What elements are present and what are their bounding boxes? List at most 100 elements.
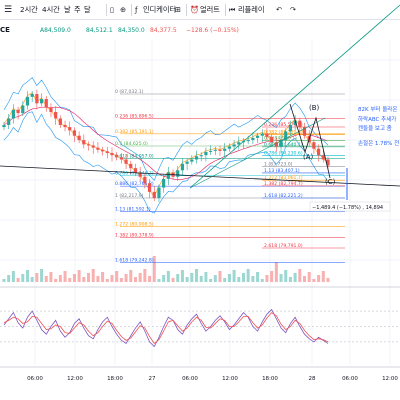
volume-bar	[148, 276, 152, 282]
fib-level-label: 0.236 (85,896.5)	[115, 114, 154, 120]
fib-level-label: 1.618 (79,242.8)	[115, 257, 154, 263]
oscillator-line	[3, 312, 329, 345]
candle-body	[321, 155, 325, 160]
timeframe-4h-button[interactable]: 4시간	[42, 5, 60, 14]
candle-body	[82, 140, 86, 145]
volume-bar	[162, 275, 166, 282]
volume-bar	[171, 278, 175, 282]
timeframe-day-button[interactable]: 날	[64, 5, 71, 14]
candle-body	[213, 149, 217, 151]
redo-arrow-icon[interactable]: ↷	[290, 5, 297, 14]
chart-type-icon[interactable]: ▯	[110, 5, 114, 14]
candle-body	[284, 131, 288, 141]
candle-body	[44, 99, 48, 108]
volume-bar	[138, 273, 142, 282]
volume-bar	[7, 275, 11, 282]
candle-body	[77, 135, 81, 141]
note-text: 캔들을 보고 좀	[358, 124, 392, 132]
plus-circle-icon[interactable]: ⊕	[120, 5, 127, 14]
candle-body	[190, 159, 194, 162]
candle-body	[110, 153, 114, 156]
candle-body	[152, 191, 156, 199]
volume-bar	[68, 278, 72, 282]
fib-level-label: 0.618 (84,057.0)	[115, 153, 154, 159]
menu-icon[interactable]: ☰	[4, 5, 13, 15]
wave-labels: (B) (A) (C)	[303, 104, 336, 186]
fib-extension-label: 0.5 (84,930.1)	[264, 136, 297, 142]
candle-body	[72, 130, 77, 136]
volume-bar	[312, 279, 316, 282]
wave-label-b: (B)	[309, 104, 320, 112]
candle-body	[63, 124, 67, 128]
alert-button[interactable]: 얼러트	[200, 5, 220, 14]
volume-bar	[143, 269, 147, 282]
measure-tool[interactable]: −1,489.4 (−1.78%) , 14,894	[309, 168, 391, 212]
trend-line[interactable]	[189, 117, 326, 189]
time-axis-label: 06:00	[182, 376, 198, 382]
candle-body	[124, 159, 128, 164]
fib-level-label: 0.5 (84,625.0)	[115, 141, 148, 147]
candle-body	[218, 149, 222, 151]
abc-wave-path[interactable]	[289, 103, 331, 179]
volume-bar	[101, 272, 105, 282]
fib-extension-label: 1.272 (83,061.7)	[264, 175, 303, 181]
timeframe-month-button[interactable]: 달	[84, 5, 91, 14]
volume-bar	[218, 271, 222, 282]
volume-bar	[21, 274, 25, 282]
trend-line[interactable]	[0, 165, 400, 187]
change-value: −128.6 (−0.15%)	[186, 27, 239, 34]
fib-extension-label: 0.618 (84,640.1)	[264, 142, 303, 148]
price-candles	[2, 89, 330, 203]
candle-body	[7, 118, 11, 125]
candle-body	[194, 156, 199, 160]
note-text: 82K 부터 올라온	[358, 105, 397, 113]
candle-body	[115, 155, 119, 158]
replay-button[interactable]: 리플레이	[238, 5, 265, 14]
candle-body	[138, 172, 142, 177]
undo-arrow-icon[interactable]: ↶	[276, 5, 283, 14]
toolbar-divider	[186, 4, 187, 16]
time-axis-label: 12:00	[222, 376, 238, 382]
wave-label-c: (C)	[325, 178, 336, 186]
trend-line[interactable]	[189, 4, 400, 189]
candle-body	[279, 140, 283, 147]
close-value: 84,377.5	[150, 27, 177, 34]
candle-body	[91, 145, 95, 148]
candle-body	[54, 111, 58, 119]
volume-bar	[16, 278, 20, 282]
candle-body	[232, 144, 236, 147]
volume-bar	[270, 271, 274, 282]
volume-bar	[110, 275, 114, 282]
volume-bar	[232, 270, 236, 282]
volume-bar	[288, 277, 292, 282]
alarm-clock-icon: ⏰	[190, 5, 199, 14]
candle-body	[180, 163, 185, 171]
volume-bar	[157, 279, 161, 282]
open-value: A84,509.0	[40, 27, 71, 34]
timeframe-week-button[interactable]: 주	[74, 5, 81, 14]
fib-extension-label: 2.618 (79,791.0)	[264, 243, 303, 249]
measure-box	[309, 201, 391, 212]
time-axis-label: 27	[149, 376, 156, 382]
candle-body	[86, 144, 91, 146]
timeframe-2h-button[interactable]: 2시간	[20, 5, 38, 14]
layout-icon[interactable]: ⊞	[175, 5, 182, 14]
fib-extension-label: 1.382 (82,794.7)	[264, 181, 303, 187]
wave-label-a: (A)	[303, 153, 314, 161]
fib-level-label: 0.886 (82,766.8)	[115, 181, 154, 187]
candle-body	[129, 163, 133, 169]
fib-level-label: 1.272 (80,908.5)	[115, 221, 154, 227]
volume-bar	[265, 275, 269, 282]
candle-body	[317, 148, 321, 156]
volume-bar	[77, 270, 81, 282]
candle-body	[133, 168, 138, 173]
low-value: 84,350.0	[118, 27, 145, 34]
lower-band	[3, 111, 329, 214]
candle-body	[58, 118, 62, 125]
volume-bar	[91, 269, 95, 282]
volume-bar	[129, 270, 133, 282]
toolbar-divider	[131, 4, 132, 16]
fib-extension-label: 0.236 (85,579.9)	[264, 122, 303, 128]
indicators-button[interactable]: 인디케이터	[143, 5, 177, 14]
